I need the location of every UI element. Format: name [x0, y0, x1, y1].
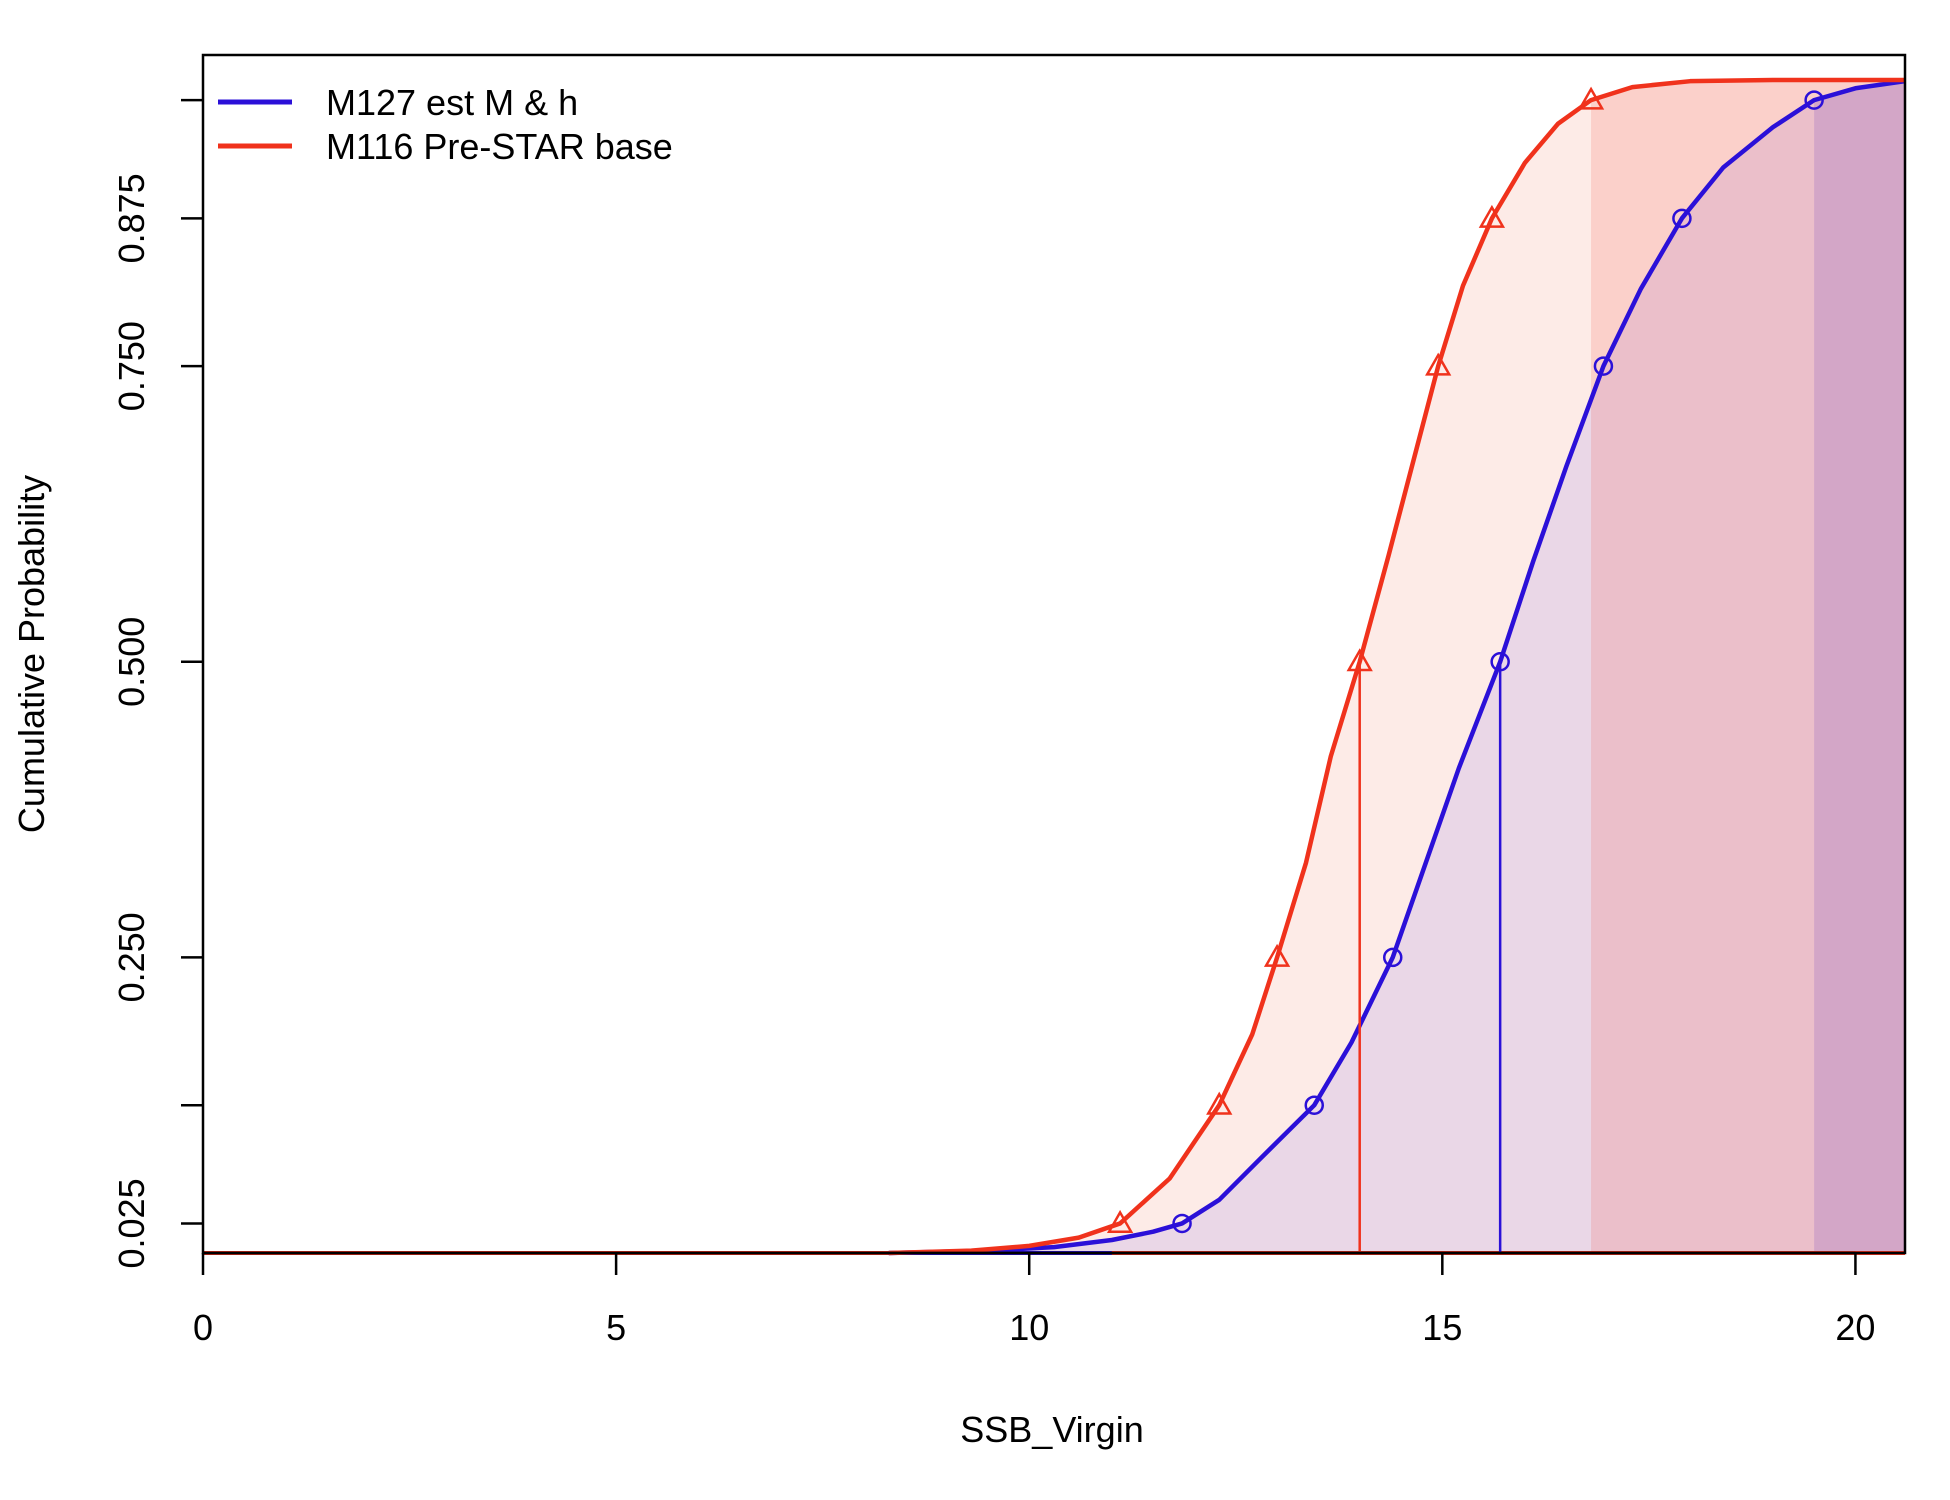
y-tick-label: 0.250	[111, 912, 152, 1002]
quantile-point-triangle-6	[1478, 204, 1506, 228]
quantile-point-circle-1	[1172, 1213, 1192, 1234]
series-line-1	[888, 78, 1906, 1256]
legend-label-2: M116 Pre-STAR base	[326, 126, 673, 167]
legend-label-1: M127 est M & h	[326, 82, 578, 123]
quantile-point-triangle-1	[1106, 1209, 1134, 1233]
y-axis-title: Cumulative Probability	[11, 475, 52, 833]
x-tick-label: 20	[1835, 1307, 1875, 1348]
x-tick-label: 10	[1009, 1307, 1049, 1348]
quantile-point-triangle-3	[1263, 943, 1291, 967]
quantile-point-triangle-7	[1577, 86, 1605, 110]
quantile-point-triangle-5	[1425, 352, 1452, 376]
y-tick-label: 0.875	[111, 173, 152, 263]
series-tail-fill-2	[1591, 80, 1905, 1253]
quantile-marker-layer	[1106, 86, 1824, 1234]
quantile-point-circle-2	[1304, 1095, 1325, 1115]
x-axis-title: SSB_Virgin	[960, 1409, 1143, 1450]
median-line-layer	[1358, 661, 1502, 1253]
quantile-point-circle-5	[1593, 356, 1614, 376]
quantile-point-triangle-2	[1206, 1091, 1233, 1115]
quantile-point-circle-4	[1490, 652, 1510, 672]
series-fill-1	[888, 81, 1905, 1253]
y-tick-label: 0.750	[111, 321, 152, 411]
quantile-point-circle-3	[1382, 947, 1403, 968]
quantile-point-circle-7	[1804, 90, 1824, 110]
x-axis: 0 5 10 15 20	[193, 1251, 1875, 1348]
y-tick-label: 0.500	[111, 617, 152, 707]
y-tick-label: 0.025	[111, 1178, 152, 1268]
series-tail-fill-1	[1814, 81, 1905, 1253]
x-tick-label: 5	[606, 1307, 626, 1348]
quantile-point-circle-6	[1672, 208, 1692, 229]
fill-layer	[888, 80, 1905, 1253]
quantile-point-triangle-4	[1346, 648, 1373, 672]
y-axis: 0.025 0.250 0.500 0.750 0.875	[111, 98, 203, 1268]
x-tick-label: 15	[1422, 1307, 1462, 1348]
x-tick-label: 0	[193, 1307, 213, 1348]
